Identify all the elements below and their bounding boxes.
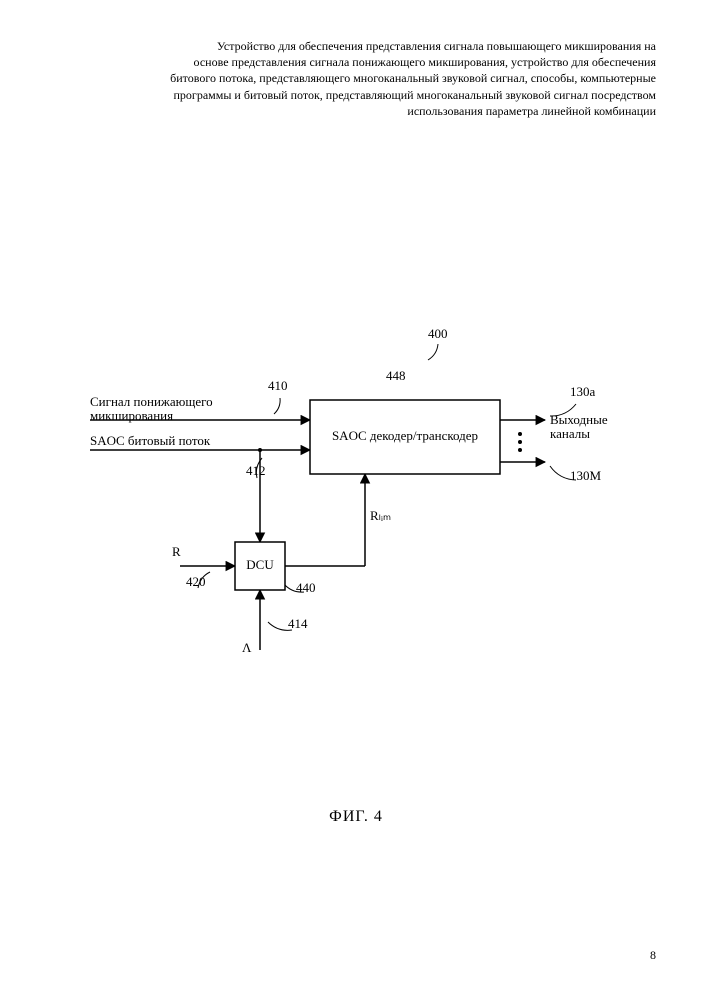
label-ref_410: 410 bbox=[268, 378, 288, 393]
header-line: Устройство для обеспечения представления… bbox=[60, 38, 656, 54]
label-ref_400: 400 bbox=[428, 326, 448, 341]
label-downmix: микширования bbox=[90, 408, 173, 423]
label-ref_412: 412 bbox=[246, 463, 266, 478]
label-ref_130M: 130M bbox=[570, 468, 602, 483]
figure-caption: ФИГ. 4 bbox=[0, 808, 712, 826]
page-header: Устройство для обеспечения представления… bbox=[60, 38, 656, 119]
label-ref_420: 420 bbox=[186, 574, 206, 589]
label-r_in: R bbox=[172, 544, 181, 559]
block-diagram: SAOC декодер/транскодерDCU400448410Сигна… bbox=[60, 330, 652, 690]
label-lambda: Λ bbox=[242, 640, 252, 655]
label-ref_414: 414 bbox=[288, 616, 308, 631]
label-ref_130a: 130a bbox=[570, 384, 596, 399]
header-line: основе представления сигнала понижающего… bbox=[60, 54, 656, 70]
label-out_chan: Выходные bbox=[550, 412, 608, 427]
page-number: 8 bbox=[650, 948, 656, 963]
label-out_chan: каналы bbox=[550, 426, 590, 441]
node-saoc-label: SAOC декодер/транскодер bbox=[332, 428, 478, 443]
label-ref_448: 448 bbox=[386, 368, 406, 383]
header-line: программы и битовый поток, представляющи… bbox=[60, 87, 656, 103]
node-dcu-label: DCU bbox=[246, 557, 274, 572]
label-downmix: Сигнал понижающего bbox=[90, 394, 213, 409]
diagram-svg: SAOC декодер/транскодерDCU400448410Сигна… bbox=[60, 330, 652, 690]
label-ref_440: 440 bbox=[296, 580, 316, 595]
header-line: использования параметра линейной комбина… bbox=[60, 103, 656, 119]
label-r_lim: Rₗᵢₘ bbox=[370, 508, 391, 523]
header-line: битового потока, представляющего многока… bbox=[60, 70, 656, 86]
label-saoc_bits: SAOC битовый поток bbox=[90, 433, 211, 448]
